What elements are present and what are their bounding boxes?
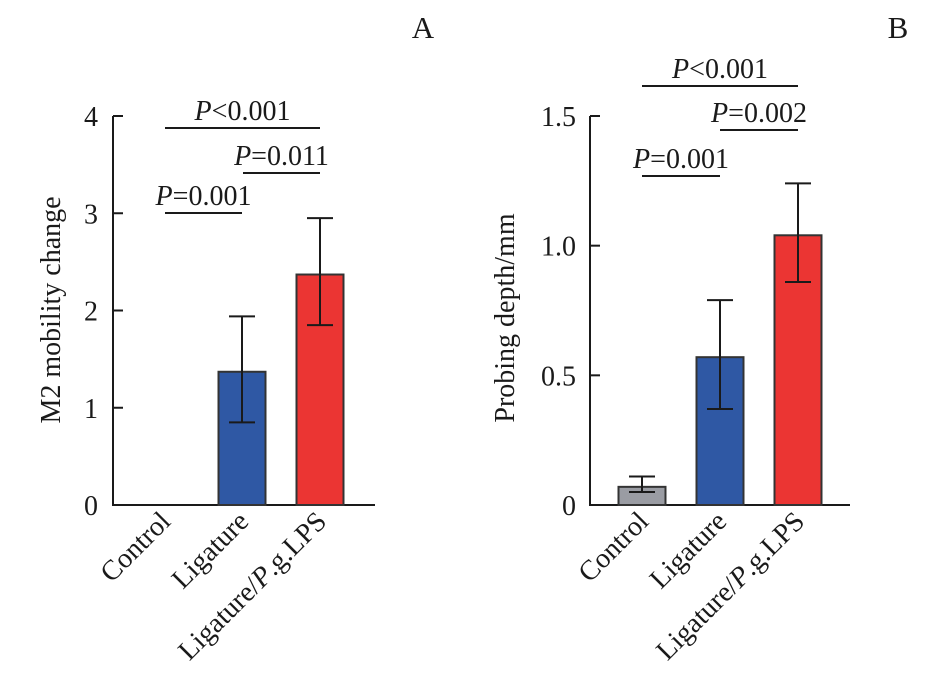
- x-tick-label: Control: [95, 506, 178, 589]
- y-tick-label: 1.5: [541, 102, 576, 133]
- x-tick-label: Control: [573, 506, 656, 589]
- y-tick-label: 1.0: [541, 232, 576, 263]
- y-tick-label: 0.5: [541, 361, 576, 392]
- y-tick-label: 2: [84, 297, 98, 328]
- panel-label: B: [888, 10, 909, 45]
- y-axis-label: Probing depth/mm: [490, 213, 521, 422]
- p-value-label: P=0.002: [710, 98, 807, 129]
- p-value-label: P=0.001: [632, 144, 729, 175]
- y-tick-label: 3: [84, 199, 98, 230]
- panel-label: A: [412, 10, 435, 45]
- y-tick-label: 0: [562, 491, 576, 522]
- p-value-label: P=0.011: [233, 141, 329, 172]
- p-value-label: P<0.001: [194, 96, 291, 127]
- bar-ligature-p-g-lps: [295, 273, 345, 506]
- y-axis-label: M2 mobility change: [36, 196, 67, 423]
- y-tick-label: 0: [84, 491, 98, 522]
- p-value-label: P<0.001: [671, 54, 768, 85]
- y-tick-label: 1: [84, 394, 98, 425]
- p-value-label: P=0.001: [155, 181, 252, 212]
- y-tick-label: 4: [84, 102, 98, 133]
